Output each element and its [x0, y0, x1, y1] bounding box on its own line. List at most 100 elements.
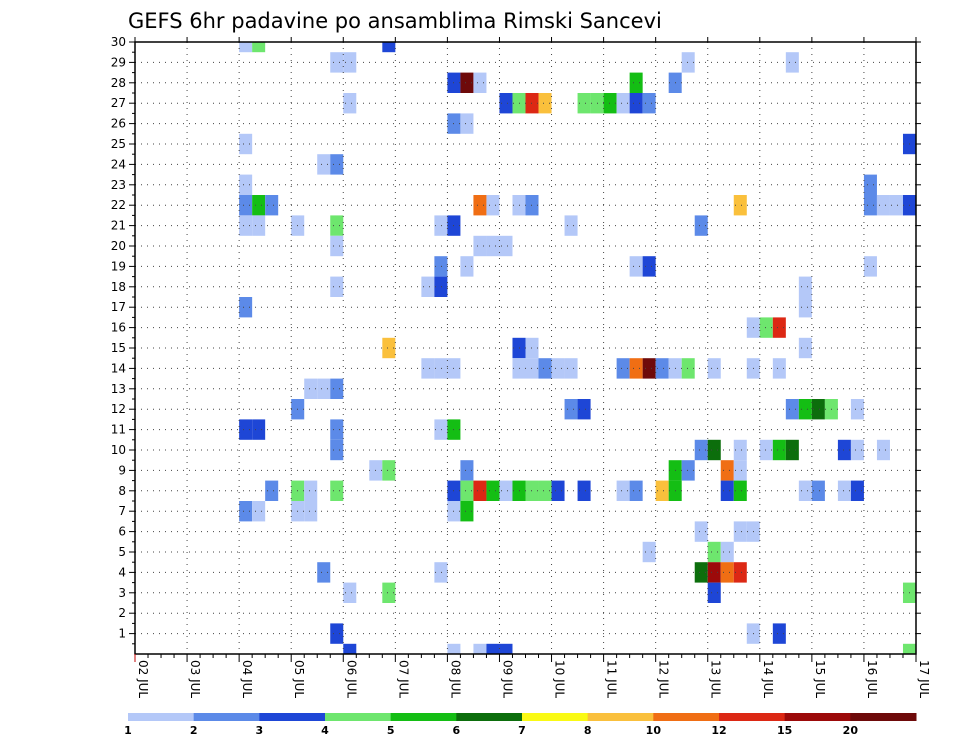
heatmap-cell: [733, 521, 747, 542]
heatmap-cell: [382, 337, 396, 359]
y-tick-label: 23: [111, 178, 126, 192]
heatmap-cell: [707, 582, 721, 603]
y-tick-label: 13: [111, 382, 126, 396]
heatmap-cell: [343, 582, 357, 603]
heatmap-cell: [720, 460, 734, 481]
y-tick-label: 1: [118, 627, 126, 641]
x-tick-label: 13 JUL: [709, 660, 723, 698]
colorbar-swatch: [259, 713, 326, 721]
heatmap-cell: [330, 235, 344, 257]
x-tick-label: 04 JUL: [240, 660, 254, 698]
heatmap-cell: [239, 297, 253, 318]
heatmap-cell: [512, 358, 526, 379]
heatmap-cell: [343, 93, 357, 114]
heatmap-cell: [252, 215, 266, 236]
heatmap-cell: [876, 195, 890, 216]
colorbar-label: 7: [518, 724, 526, 737]
x-tick-label: 14 JUL: [761, 660, 775, 698]
heatmap-cell: [460, 256, 474, 277]
heatmap-cell: [252, 501, 266, 522]
heatmap-cell: [551, 480, 565, 501]
heatmap-cell: [460, 480, 474, 501]
heatmap-cell: [707, 541, 721, 563]
heatmap-cell: [642, 256, 656, 277]
heatmap-cell: [525, 195, 539, 216]
heatmap-cell: [642, 541, 656, 563]
heatmap-cell: [512, 195, 526, 216]
heatmap-cell: [798, 276, 812, 297]
heatmap-cell: [707, 562, 721, 583]
heatmap-cell: [499, 480, 513, 501]
heatmap-cell: [681, 52, 695, 73]
heatmap-cell: [447, 643, 461, 654]
heatmap-cell: [265, 195, 279, 216]
heatmap-cell: [317, 562, 331, 583]
heatmap-cell: [733, 195, 747, 216]
x-tick-label: 03 JUL: [188, 660, 202, 698]
heatmap-cell: [642, 93, 656, 114]
y-tick-label: 29: [111, 55, 126, 69]
x-tick-label: 06 JUL: [344, 660, 358, 698]
heatmap-cell: [304, 501, 318, 522]
colorbar-label: 2: [190, 724, 198, 737]
y-tick-label: 16: [111, 321, 126, 335]
heatmap-cell: [564, 358, 578, 379]
heatmap-cell: [551, 358, 565, 379]
heatmap-cell: [512, 93, 526, 114]
heatmap-cell: [655, 358, 669, 379]
heatmap-cell: [785, 399, 799, 420]
heatmap-cell: [239, 174, 253, 195]
heatmap-cell: [707, 358, 721, 379]
heatmap-cell: [525, 480, 539, 501]
y-tick-label: 9: [118, 463, 126, 477]
heatmap-cell: [759, 317, 773, 338]
y-tick-label: 4: [118, 565, 126, 579]
colorbar-swatch: [719, 713, 786, 721]
heatmap-cell: [720, 562, 734, 583]
x-tick-label: 17 JUL: [917, 660, 931, 698]
heatmap-cell: [382, 42, 396, 53]
y-tick-label: 28: [111, 76, 126, 90]
y-tick-label: 24: [111, 157, 126, 171]
x-tick-label: 16 JUL: [865, 660, 879, 698]
x-tick-label: 12 JUL: [657, 660, 671, 698]
heatmap-cell: [681, 358, 695, 379]
heatmap-cell: [512, 337, 526, 359]
heatmap-cell: [811, 480, 825, 501]
heatmap-cell: [330, 439, 344, 461]
colorbar-swatch: [784, 713, 851, 721]
colorbar-swatch: [390, 713, 457, 721]
heatmap-cell: [577, 480, 591, 501]
y-tick-label: 6: [118, 525, 126, 539]
heatmap-cell: [252, 419, 266, 440]
heatmap-cell: [499, 643, 513, 654]
heatmap-cell: [434, 215, 448, 236]
heatmap-cell: [772, 439, 786, 461]
colorbar-label: 4: [321, 724, 329, 737]
heatmap-cell: [850, 480, 864, 501]
heatmap-cell: [603, 93, 617, 114]
heatmap-cell: [421, 358, 435, 379]
x-tick-label: 11 JUL: [605, 660, 619, 698]
heatmap-cell: [629, 358, 643, 379]
x-tick-label: 08 JUL: [448, 660, 462, 698]
heatmap-cell: [876, 439, 890, 461]
heatmap-cell: [382, 582, 396, 603]
heatmap-cell: [239, 215, 253, 236]
heatmap-cell: [460, 501, 474, 522]
heatmap-cell: [525, 358, 539, 379]
heatmap-cell: [733, 480, 747, 501]
heatmap-cell: [343, 52, 357, 73]
colorbar-swatch: [522, 713, 589, 721]
x-tick-label: 09 JUL: [500, 660, 514, 698]
heatmap-cell: [252, 195, 266, 216]
x-tick-label: 10 JUL: [553, 660, 567, 698]
colorbar-swatch: [456, 713, 523, 721]
heatmap-cell: [434, 276, 448, 297]
heatmap-cell: [616, 358, 630, 379]
colorbar-swatch: [193, 713, 260, 721]
heatmap-cell: [902, 643, 916, 654]
y-tick-label: 14: [111, 361, 126, 375]
heatmap-cell: [863, 195, 877, 216]
y-tick-label: 11: [111, 423, 126, 437]
